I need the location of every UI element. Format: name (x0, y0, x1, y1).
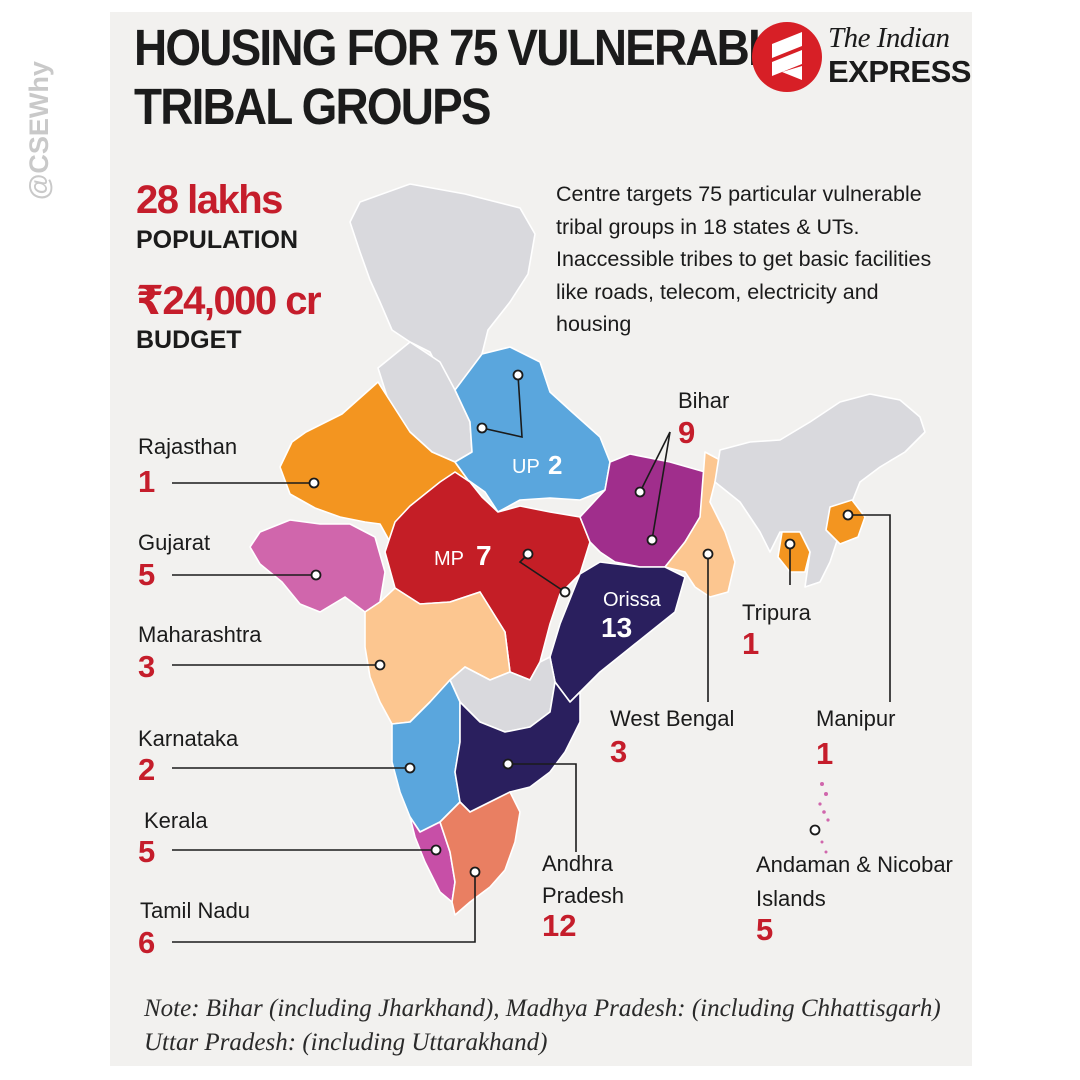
headline-line-2: TRIBAL GROUPS (134, 78, 492, 135)
infographic-card: HOUSING FOR 75 VULNERABLE TRIBAL GROUPS … (110, 12, 972, 1066)
count-bihar: 9 (678, 415, 696, 450)
logo-wordmark-line-2: EXPRESS (828, 54, 971, 89)
state-west-bengal (664, 451, 736, 598)
count-karnataka: 2 (138, 752, 156, 787)
watermark-text: @CSEWhy (24, 61, 54, 200)
label-manipur: Manipur (816, 706, 896, 731)
indian-express-logo: The Indian EXPRESS (750, 18, 971, 98)
count-mp: 7 (476, 540, 492, 571)
budget-label: BUDGET (136, 326, 242, 354)
headline-line-1: HOUSING FOR 75 VULNERABLE (134, 19, 805, 76)
count-tripura: 1 (742, 626, 760, 661)
count-orissa: 13 (601, 612, 633, 643)
state-gujarat (249, 519, 386, 613)
label-kerala: Kerala (144, 808, 208, 833)
count-andaman-nicobar: 5 (756, 912, 774, 947)
label-up: UP (512, 456, 540, 478)
marker-dots (308, 369, 854, 878)
label-maharashtra: Maharashtra (138, 622, 262, 647)
population-value: 28 lakhs (136, 178, 283, 222)
label-bihar: Bihar (678, 388, 730, 413)
count-andhra-pradesh: 12 (542, 908, 577, 943)
label-karnataka: Karnataka (138, 726, 239, 751)
count-up: 2 (548, 450, 563, 480)
label-andaman-nicobar: Andaman & Nicobar Islands (756, 852, 953, 911)
count-maharashtra: 3 (138, 649, 156, 684)
label-mp: MP (434, 548, 464, 570)
region-northeast-grey (714, 393, 926, 588)
population-label: POPULATION (136, 226, 299, 254)
leader-lines (172, 374, 891, 943)
count-rajasthan: 1 (138, 464, 156, 499)
label-west-bengal: West Bengal (610, 706, 735, 731)
andaman-islands (818, 782, 830, 854)
label-orissa: Orissa (603, 589, 661, 611)
footnote: Note: Bihar (including Jharkhand), Madhy… (144, 995, 941, 1056)
headline: HOUSING FOR 75 VULNERABLE TRIBAL GROUPS (134, 18, 805, 136)
count-tamil-nadu: 6 (138, 925, 156, 960)
description-text: Centre targets 75 particular vulnerable … (556, 182, 932, 336)
state-up (454, 346, 611, 513)
label-tamil-nadu: Tamil Nadu (140, 898, 251, 923)
label-andhra-pradesh: Andhra Pradesh (542, 851, 624, 908)
count-manipur: 1 (816, 736, 834, 771)
india-map (172, 183, 926, 943)
count-west-bengal: 3 (610, 734, 628, 769)
count-gujarat: 5 (138, 557, 156, 592)
label-rajasthan: Rajasthan (138, 434, 238, 459)
logo-mark-icon (752, 22, 822, 92)
logo-wordmark-line-1: The Indian (828, 22, 950, 54)
count-kerala: 5 (138, 834, 156, 869)
state-manipur (825, 499, 866, 545)
label-gujarat: Gujarat (138, 530, 211, 555)
watermark: @CSEWhy (24, 61, 54, 200)
state-tamil-nadu (439, 791, 521, 916)
label-tripura: Tripura (742, 600, 811, 625)
budget-value: ₹24,000 cr (136, 279, 322, 323)
